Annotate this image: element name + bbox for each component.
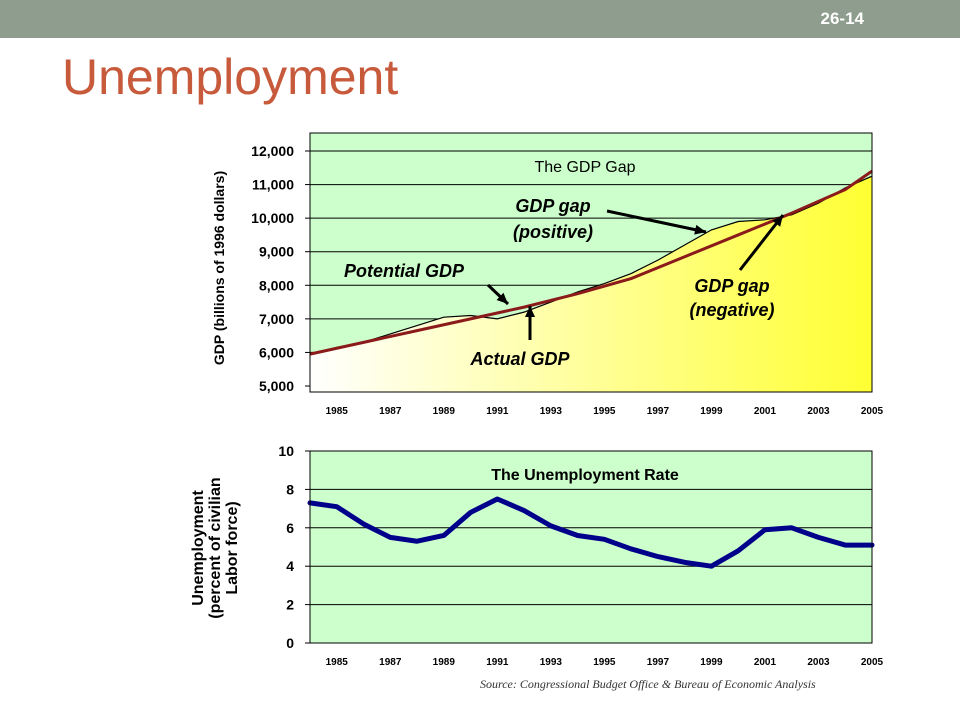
unemp-x-tick-label: 1997 bbox=[647, 657, 670, 668]
gap-positive-label-line1: GDP gap bbox=[515, 196, 590, 216]
gap-negative-arrow bbox=[738, 214, 785, 271]
unemployment-rate-line bbox=[307, 496, 875, 569]
gdp-x-tick-label: 2005 bbox=[861, 406, 884, 417]
unemp-x-tick-label: 2001 bbox=[754, 657, 777, 668]
unemp-plot-border bbox=[309, 450, 873, 644]
actual-gdp-label: Actual GDP bbox=[469, 349, 570, 369]
unemp-y-tick-label: 4 bbox=[286, 558, 294, 574]
unemp-x-tick-label: 1995 bbox=[593, 657, 616, 668]
unemp-y-tick-label: 8 bbox=[286, 481, 294, 497]
unemp-y-axis-label-line: (percent of civilian bbox=[207, 477, 224, 618]
unemp-y-tick-label: 0 bbox=[286, 635, 294, 651]
gdp-y-tick-label: 10,000 bbox=[251, 210, 294, 226]
gdp-x-tick-label: 1985 bbox=[326, 406, 349, 417]
unemp-y-tick-label: 10 bbox=[278, 443, 294, 459]
gdp-gap-area bbox=[310, 176, 872, 392]
unemp-y-axis-label-line: Unemployment bbox=[190, 490, 207, 606]
gdp-y-tick-label: 12,000 bbox=[251, 143, 294, 159]
unemp-x-tick-label: 1987 bbox=[379, 657, 402, 668]
gdp-x-tick-label: 1993 bbox=[540, 406, 563, 417]
unemp-x-tick-label: 1993 bbox=[540, 657, 563, 668]
gap-negative-label-line1: GDP gap bbox=[694, 276, 769, 296]
potential-gdp-label: Potential GDP bbox=[344, 261, 465, 281]
gdp-x-tick-label: 1999 bbox=[700, 406, 723, 417]
unemp-y-axis-label-line: Labor force) bbox=[224, 501, 241, 594]
unemp-x-tick-label: 1985 bbox=[326, 657, 349, 668]
gap-positive-arrow-head bbox=[694, 224, 706, 235]
unemp-y-tick-label: 2 bbox=[286, 597, 294, 613]
gdp-plot-border bbox=[309, 132, 873, 393]
unemp-x-tick-label: 2005 bbox=[861, 657, 884, 668]
slide-number: 26-14 bbox=[820, 9, 864, 28]
unemp-x-tick-label: 1999 bbox=[700, 657, 723, 668]
gdp-y-tick-label: 5,000 bbox=[259, 378, 294, 394]
gdp-chart-title: The GDP Gap bbox=[534, 159, 635, 176]
actual-gdp-arrow-head bbox=[525, 306, 535, 317]
potential-gdp-arrow-head bbox=[496, 292, 508, 304]
gdp-x-tick-label: 2001 bbox=[754, 406, 777, 417]
top-bar: 26-14 bbox=[0, 0, 960, 38]
slide-title: Unemployment bbox=[62, 49, 399, 105]
gap-positive-arrow bbox=[606, 209, 707, 234]
gap-negative-label-line2: (negative) bbox=[689, 300, 774, 320]
gdp-x-tick-label: 1995 bbox=[593, 406, 616, 417]
gdp-x-tick-label: 2003 bbox=[807, 406, 830, 417]
potential-gdp-line bbox=[309, 169, 873, 356]
gap-negative-arrow-head bbox=[772, 215, 783, 227]
unemp-x-tick-label: 1991 bbox=[486, 657, 509, 668]
gdp-y-tick-label: 9,000 bbox=[259, 244, 294, 260]
unemp-x-tick-label: 2003 bbox=[807, 657, 830, 668]
unemp-x-tick-label: 1989 bbox=[433, 657, 456, 668]
gdp-y-axis-label: GDP (billions of 1996 dollars) bbox=[211, 171, 227, 365]
gdp-x-tick-label: 1987 bbox=[379, 406, 402, 417]
gdp-y-tick-label: 7,000 bbox=[259, 311, 294, 327]
gdp-x-tick-label: 1991 bbox=[486, 406, 509, 417]
source-note: Source: Congressional Budget Office & Bu… bbox=[480, 677, 816, 691]
unemp-plot-area bbox=[310, 451, 872, 643]
unemp-y-tick-label: 6 bbox=[286, 520, 294, 536]
unemp-chart-title: The Unemployment Rate bbox=[491, 467, 679, 484]
gdp-y-tick-label: 6,000 bbox=[259, 344, 294, 360]
gdp-x-tick-label: 1989 bbox=[433, 406, 456, 417]
gdp-y-tick-label: 11,000 bbox=[252, 177, 294, 193]
gdp-y-tick-label: 8,000 bbox=[259, 277, 294, 293]
gap-positive-label-line2: (positive) bbox=[513, 222, 593, 242]
gdp-x-tick-label: 1997 bbox=[647, 406, 670, 417]
